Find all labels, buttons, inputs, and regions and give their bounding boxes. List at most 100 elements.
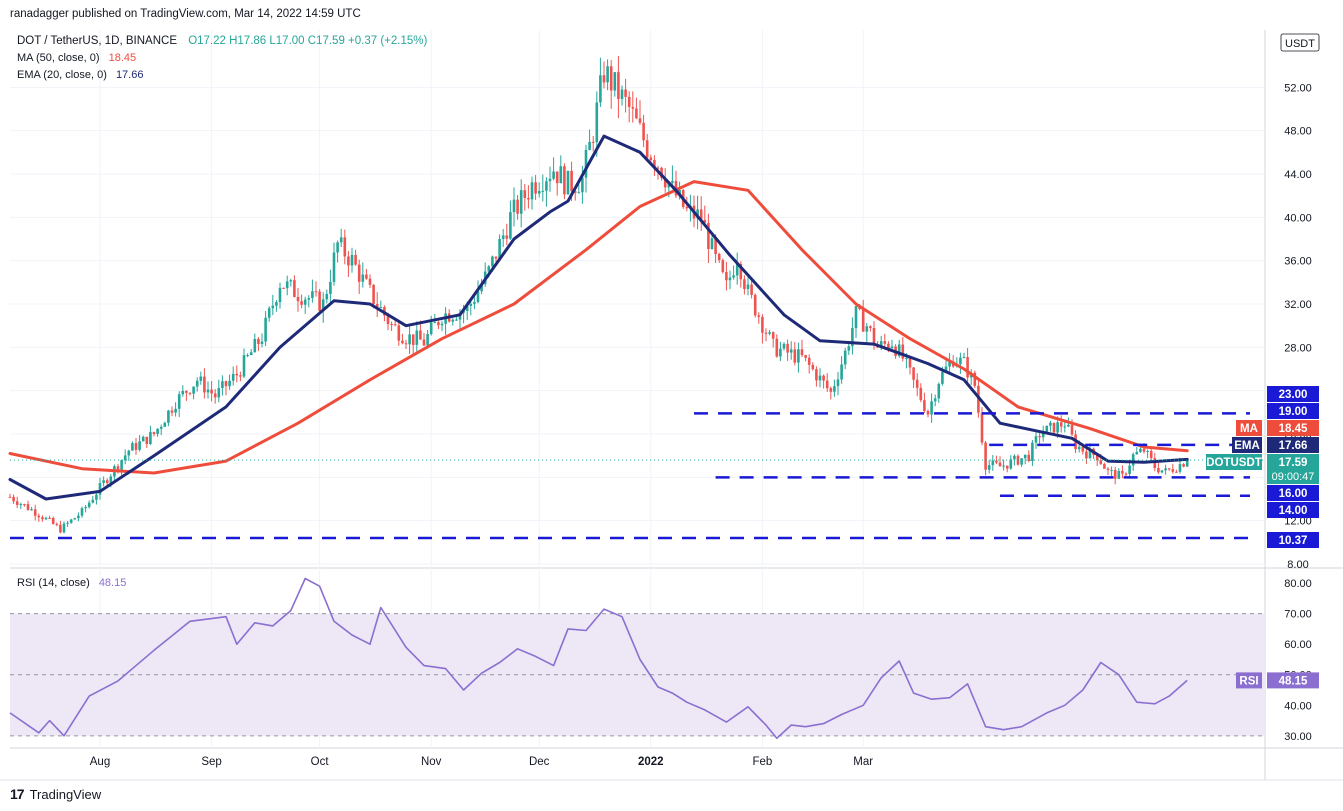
ma-value-tag: 18.45 [1279,423,1308,435]
candle-body [555,171,559,184]
candle-body [941,371,944,384]
rsi-tick-label: 60.00 [1284,639,1312,651]
candle-body [105,480,109,484]
candle-body [631,107,635,109]
candle-body [77,515,80,519]
candle-body [779,348,782,357]
candle-body [199,376,203,381]
time-tick-label: Nov [421,756,442,768]
candle-body [973,372,977,386]
candle-body [1088,448,1092,459]
candle-body [534,182,537,194]
time-tick-label: Mar [853,756,873,768]
candle-body [728,277,732,281]
candle-body [210,389,213,394]
candle-body [617,72,620,99]
candle-body [275,302,278,306]
candle-body [386,315,390,325]
ma50-line [8,180,1189,475]
candle-body [127,450,131,456]
candle-body [872,328,876,345]
candle-body [509,212,512,239]
time-tick-label: Oct [311,756,330,768]
candle-body [429,322,433,335]
candle-body [807,357,811,365]
ma-legend: MA (50, close, 0) 18.45 [17,52,136,64]
candle-body [923,400,926,411]
candle-body [825,380,829,389]
candle-body [768,332,771,334]
candle-body [869,326,872,329]
candle-body [167,410,170,423]
candle-body [995,460,998,463]
candle-body [638,118,642,123]
level-tag: 16.00 [1279,488,1308,500]
candle-body [264,317,267,342]
support-resistance-levels [10,412,1265,540]
candle-body [883,341,887,344]
time-tick-label: Aug [90,756,110,768]
candle-body [1020,458,1023,465]
candle-body [559,166,563,184]
candle-body [552,171,555,179]
candle-body [577,192,581,194]
candle-body [300,301,303,305]
candle-body [1077,446,1081,450]
level-tag: 10.37 [1279,535,1308,547]
candle-body [840,364,843,380]
candle-body [800,349,804,356]
candle-body [217,388,221,398]
last-price-tag-bg [1267,454,1319,484]
candle-body [408,334,411,345]
candle-body [653,160,656,168]
candle-body [786,343,789,353]
level-tag: 14.00 [1279,505,1308,517]
candle-body [339,237,343,243]
ohlc-values: O17.22 H17.86 L17.00 C17.59 +0.37 (+2.15… [188,35,428,47]
candle-body [530,182,534,200]
level-tag-bg [1267,532,1319,548]
rsi-side-label-bg [1236,672,1262,689]
tradingview-logo[interactable]: 17 TradingView [10,786,101,802]
candle-body [314,291,318,293]
publisher-line: ranadagger published on TradingView.com,… [10,8,361,20]
tradingview-brand: TradingView [29,786,102,802]
candle-body [1031,442,1034,461]
candle-body [1131,454,1135,466]
candle-body [62,523,66,533]
level-tag-bg [1267,386,1319,402]
candle-body [1142,448,1146,452]
candle-body [1106,468,1110,470]
candle-body [231,373,235,381]
candle-body [15,501,19,505]
candle-body [591,141,595,143]
candle-body [91,499,95,503]
price-tick-label: 28.00 [1284,342,1312,354]
candle-body [375,303,379,308]
ma-legend-value: 18.45 [108,52,137,64]
candle-body [390,324,393,326]
candle-body [1013,455,1016,460]
candle-body [1157,467,1160,473]
ma-side-label: MA [1240,423,1258,435]
price-tick-label: 48.00 [1284,126,1312,138]
candle-body [480,284,483,292]
candle-body [501,235,505,239]
candle-body [242,355,246,377]
candle-body [519,190,523,214]
currency-label: USDT [1285,38,1315,50]
candle-body [397,325,401,341]
candle-body [159,426,163,429]
price-tick-label: 12.00 [1284,516,1312,528]
candle-body [663,177,667,188]
candle-body [120,460,123,470]
candles [8,55,1189,534]
candle-body [919,387,923,401]
candle-body [573,191,577,193]
candle-body [134,443,138,450]
candle-body [325,293,329,300]
candle-body [69,519,73,523]
candle-body [282,287,285,289]
candle-body [750,284,753,295]
level-tag-bg [1267,502,1319,518]
